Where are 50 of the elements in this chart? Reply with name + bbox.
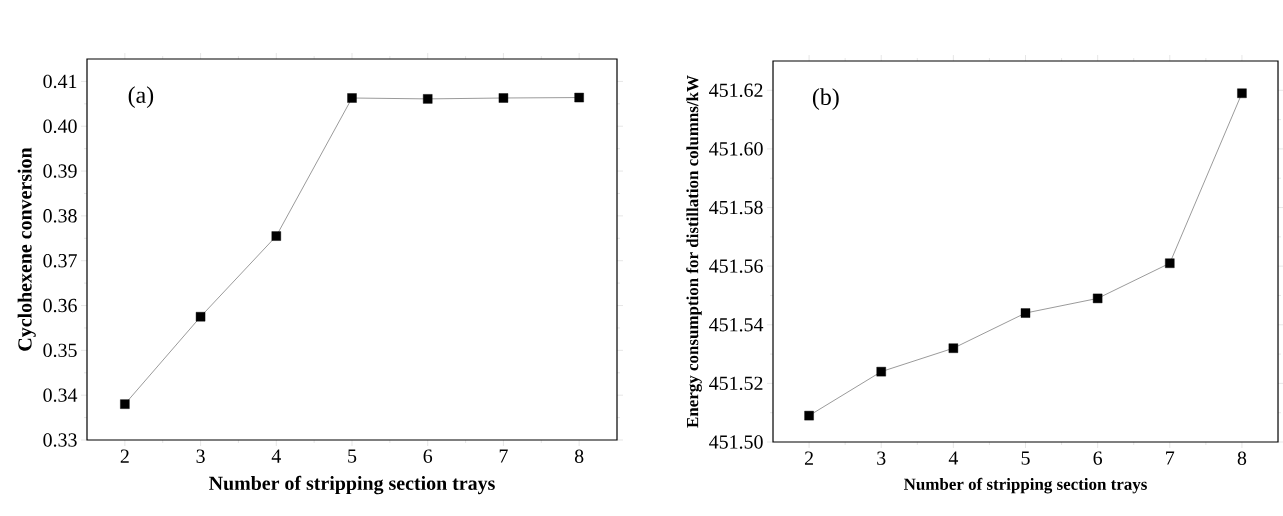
x-tick-label: 3 bbox=[196, 449, 205, 463]
y-tick-label: 0.33 bbox=[43, 433, 77, 447]
y-tick-label: 451.52 bbox=[709, 376, 763, 391]
y-tick-label: 451.58 bbox=[709, 200, 763, 215]
y-axis-title: Energy consumption for distillation columns/kW bbox=[686, 75, 702, 428]
y-tick-label: 451.54 bbox=[709, 318, 764, 332]
point bbox=[195, 312, 206, 322]
point bbox=[423, 94, 433, 104]
x-tick-label: 3 bbox=[877, 451, 886, 465]
y-tick-label: 0.39 bbox=[43, 164, 77, 178]
point bbox=[120, 399, 130, 409]
x-tick-label: 7 bbox=[1166, 451, 1175, 465]
annotation: (b) bbox=[812, 88, 839, 110]
y-axis-title: Cyclohexene conversion bbox=[17, 147, 36, 351]
x-tick-label: 6 bbox=[1093, 451, 1103, 465]
point bbox=[1092, 293, 1103, 304]
point bbox=[574, 92, 584, 103]
x-tick-label: 4 bbox=[271, 449, 281, 463]
point bbox=[876, 366, 886, 377]
x-tick-label: 8 bbox=[1237, 451, 1247, 465]
x-tick-label: 6 bbox=[423, 449, 433, 463]
y-tick-label: 0.38 bbox=[43, 209, 77, 223]
y-tick-label: 0.37 bbox=[43, 253, 77, 268]
y-tick-label: 0.36 bbox=[43, 298, 77, 313]
annotation: (a) bbox=[128, 86, 154, 108]
x-axis-title: Number of stripping section trays bbox=[209, 475, 495, 495]
y-tick-label: 451.50 bbox=[709, 435, 763, 449]
x-tick-label: 2 bbox=[120, 449, 129, 463]
point bbox=[271, 231, 281, 241]
y-tick-label: 0.34 bbox=[43, 388, 78, 402]
y-tick-label: 0.35 bbox=[43, 343, 77, 358]
x-tick-label: 5 bbox=[1021, 451, 1030, 465]
y-tick-label: 0.41 bbox=[43, 74, 77, 89]
y-tick-label: 0.40 bbox=[43, 119, 77, 133]
y-tick-label: 451.62 bbox=[709, 83, 763, 98]
x-tick-label: 5 bbox=[348, 449, 357, 463]
point bbox=[498, 93, 509, 103]
x-tick-label: 7 bbox=[499, 449, 508, 463]
x-tick-label: 8 bbox=[574, 449, 584, 463]
point bbox=[347, 93, 357, 103]
point bbox=[1237, 88, 1247, 98]
point bbox=[804, 410, 814, 421]
y-tick-label: 451.56 bbox=[709, 259, 763, 273]
point bbox=[948, 343, 959, 353]
x-tick-label: 2 bbox=[804, 451, 813, 465]
x-axis-title: Number of stripping section trays bbox=[903, 477, 1147, 494]
x-tick-label: 4 bbox=[948, 451, 959, 465]
y-tick-label: 451.60 bbox=[709, 142, 763, 156]
point bbox=[1165, 258, 1175, 268]
point bbox=[1020, 308, 1031, 318]
